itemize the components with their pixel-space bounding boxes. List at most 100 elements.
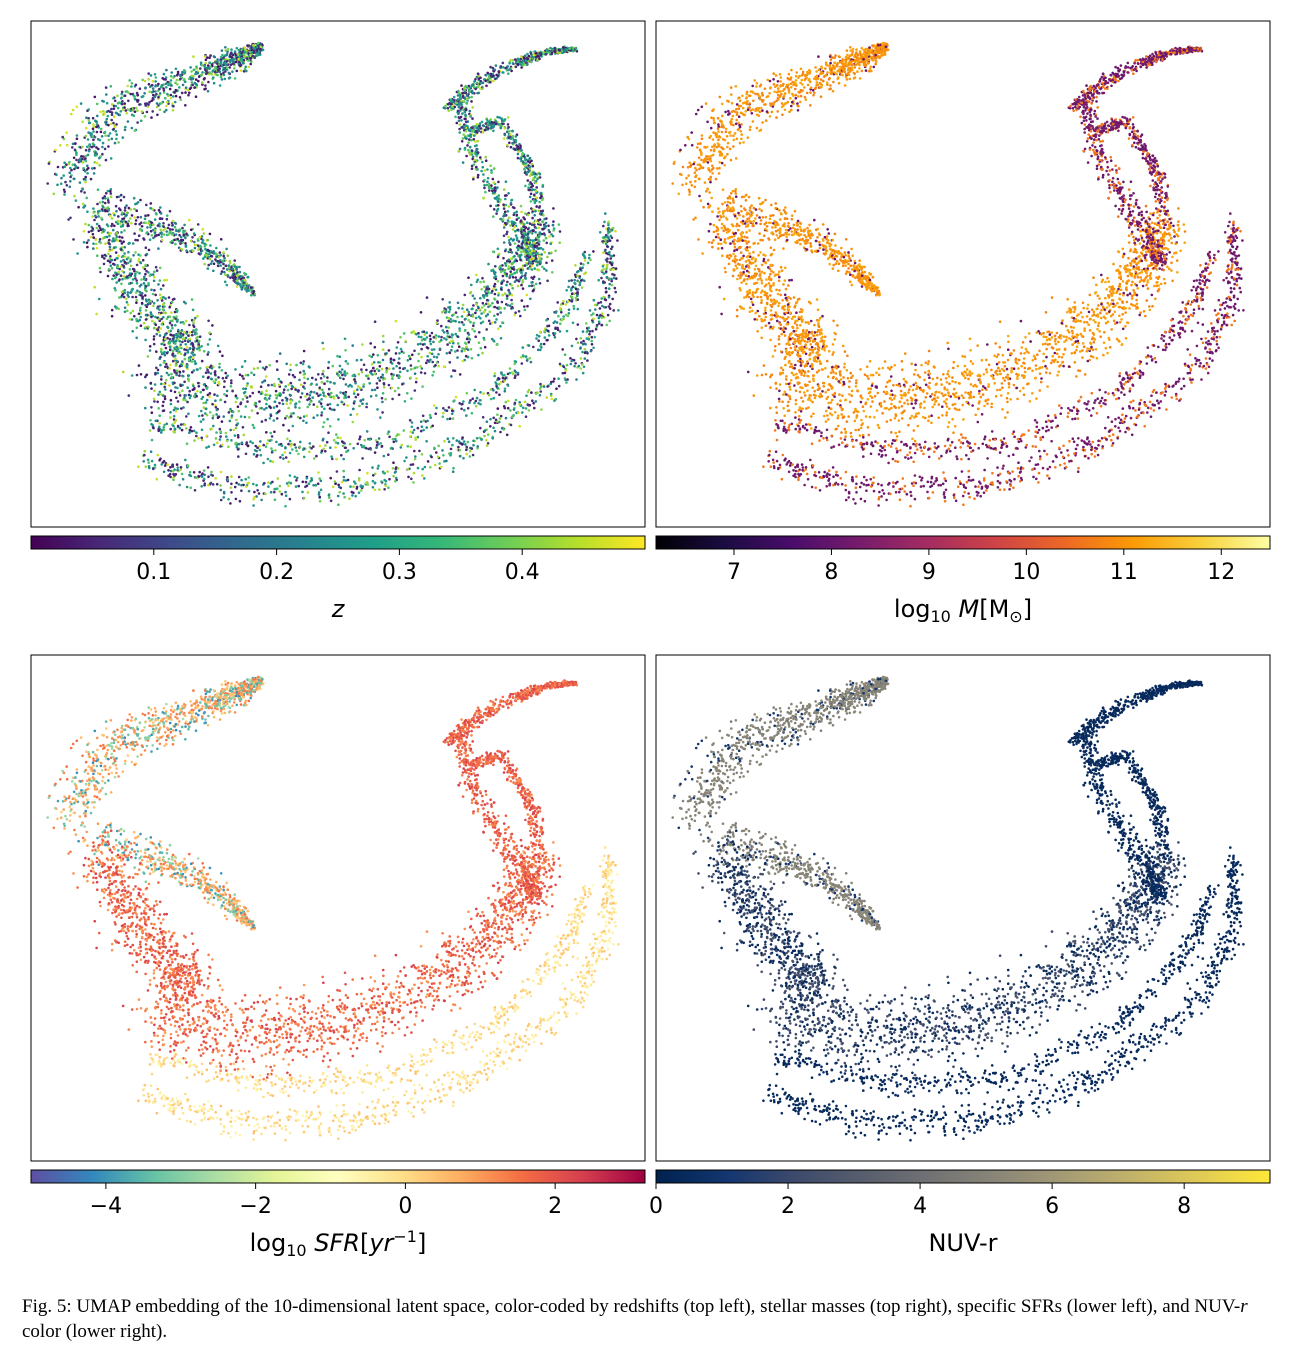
scatter-point	[523, 229, 526, 232]
scatter-point	[372, 480, 375, 483]
scatter-point	[218, 363, 221, 366]
scatter-point	[320, 414, 323, 417]
scatter-point	[413, 429, 416, 432]
scatter-point	[433, 404, 436, 407]
scatter-point	[583, 366, 586, 369]
scatter-point	[292, 412, 295, 415]
scatter-point	[153, 289, 156, 292]
scatter-point	[461, 307, 464, 310]
scatter-point	[212, 414, 215, 417]
scatter-point	[224, 78, 227, 81]
scatter-point	[571, 345, 574, 348]
scatter-point	[479, 281, 482, 284]
scatter-point	[514, 374, 517, 377]
scatter-point	[596, 314, 599, 317]
scatter-point	[395, 365, 398, 368]
scatter-point	[415, 377, 418, 380]
scatter-point	[144, 80, 147, 83]
scatter-point	[168, 330, 171, 333]
scatter-point	[522, 346, 525, 349]
scatter-point	[83, 241, 86, 244]
scatter-point	[147, 459, 150, 462]
scatter-point	[145, 300, 148, 303]
scatter-point	[479, 391, 482, 394]
scatter-point	[120, 248, 123, 251]
scatter-point	[484, 346, 487, 349]
scatter-point	[454, 370, 457, 373]
scatter-point	[298, 400, 301, 403]
scatter-point	[181, 341, 184, 344]
scatter-point	[328, 494, 331, 497]
scatter-point	[185, 415, 188, 418]
scatter-point	[169, 88, 172, 91]
scatter-point	[176, 79, 179, 82]
scatter-point	[432, 371, 435, 374]
scatter-point	[97, 229, 100, 232]
scatter-point	[69, 180, 72, 183]
scatter-point	[392, 438, 395, 441]
scatter-point	[175, 95, 178, 98]
scatter-point	[173, 415, 176, 418]
scatter-point	[584, 271, 587, 274]
scatter-point	[119, 114, 122, 117]
scatter-point	[101, 208, 104, 211]
scatter-point	[285, 456, 288, 459]
scatter-point	[210, 378, 213, 381]
scatter-point	[113, 214, 116, 217]
scatter-point	[343, 496, 346, 499]
scatter-point	[73, 195, 76, 198]
scatter-point	[289, 369, 292, 372]
scatter-point	[135, 337, 138, 340]
scatter-point	[88, 150, 91, 153]
scatter-point	[154, 85, 157, 88]
scatter-point	[147, 72, 150, 75]
scatter-point	[147, 326, 150, 329]
scatter-point	[473, 297, 476, 300]
scatter-point	[333, 382, 336, 385]
scatter-point	[289, 498, 292, 501]
scatter-point	[226, 440, 229, 443]
scatter-point	[187, 351, 190, 354]
scatter-point	[86, 210, 89, 213]
scatter-point	[568, 312, 571, 315]
scatter-point	[495, 419, 498, 422]
scatter-point	[479, 403, 482, 406]
scatter-point	[172, 470, 175, 473]
scatter-point	[553, 47, 556, 50]
scatter-point	[163, 426, 166, 429]
scatter-point	[465, 449, 468, 452]
scatter-point	[456, 439, 459, 442]
scatter-point	[363, 383, 366, 386]
scatter-point	[613, 277, 616, 280]
scatter-point	[230, 382, 233, 385]
scatter-point	[245, 387, 248, 390]
scatter-point	[590, 340, 593, 343]
scatter-point	[606, 276, 609, 279]
scatter-point	[581, 266, 584, 269]
scatter-point	[545, 242, 548, 245]
scatter-point	[614, 230, 617, 233]
scatter-point	[562, 300, 565, 303]
scatter-point	[365, 447, 368, 450]
scatter-point	[607, 221, 610, 224]
scatter-point	[271, 384, 274, 387]
scatter-point	[217, 376, 220, 379]
scatter-point	[144, 222, 147, 225]
scatter-point	[159, 279, 162, 282]
scatter-point	[546, 339, 549, 342]
scatter-point	[477, 306, 480, 309]
scatter-point	[424, 372, 427, 375]
scatter-point	[85, 149, 88, 152]
scatter-point	[201, 250, 204, 253]
scatter-point	[260, 407, 263, 410]
scatter-point	[265, 445, 268, 448]
scatter-point	[552, 235, 555, 238]
scatter-point	[397, 341, 400, 344]
scatter-point	[239, 500, 242, 503]
scatter-point	[565, 314, 568, 317]
scatter-point	[397, 467, 400, 470]
scatter-point	[473, 389, 476, 392]
scatter-point	[506, 281, 509, 284]
scatter-point	[480, 347, 483, 350]
scatter-point	[288, 373, 291, 376]
